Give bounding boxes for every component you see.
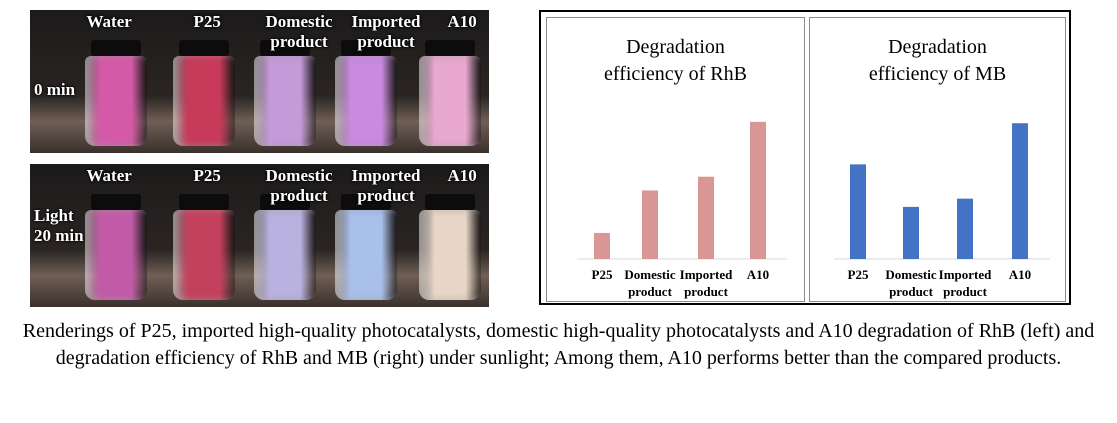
x-tick-label: Imported (680, 267, 733, 282)
x-tick-label: product (628, 284, 672, 299)
vial (85, 210, 147, 300)
bar (750, 121, 766, 259)
vial-cap (425, 40, 475, 56)
vial (254, 56, 316, 146)
vial-label: A10 (447, 12, 477, 31)
x-tick-label: Domestic (624, 267, 675, 282)
time-label: 0 min (34, 80, 76, 99)
figure-caption: Renderings of P25, imported high-quality… (22, 320, 1095, 369)
bar (850, 164, 866, 259)
x-tick-label: product (889, 284, 933, 299)
vial (85, 56, 147, 146)
vial-cap (91, 194, 141, 210)
x-tick-label: Imported (939, 267, 992, 282)
vial (173, 210, 235, 300)
vial-cap (425, 194, 475, 210)
time-label: Light 20 min (34, 206, 84, 245)
chart-title-rhb: Degradation efficiency of RhB (604, 36, 747, 85)
vial-label: Imported product (351, 12, 421, 51)
vial-label: Water (86, 166, 132, 185)
vial-label: A10 (447, 166, 477, 185)
x-tick-label: product (684, 284, 728, 299)
bar-chart-rhb: P25 Domestic product Imported product A10 (577, 121, 787, 299)
vial (173, 56, 235, 146)
x-tick-label: A10 (747, 267, 769, 282)
vial-cap (179, 194, 229, 210)
vial (335, 56, 397, 146)
x-tick-label: Domestic (885, 267, 936, 282)
chart-panel-mb: Degradation efficiency of MB P25 Domestic… (809, 17, 1066, 302)
vial-cap (91, 40, 141, 56)
x-tick-label: A10 (1009, 267, 1031, 282)
vial-cap (260, 194, 310, 210)
chart-panel-rhb: Degradation efficiency of RhB P25 Domesti… (546, 17, 805, 302)
vial-label: Domestic product (265, 166, 333, 205)
vial-label: P25 (193, 12, 221, 31)
chart-title-mb: Degradation efficiency of MB (868, 36, 1007, 85)
x-tick-label: P25 (592, 267, 613, 282)
x-tick-label: P25 (848, 267, 869, 282)
bar (1012, 123, 1028, 259)
photo-light-20-min: Water P25 Domestic product Imported product… (30, 164, 489, 307)
vial (254, 210, 316, 300)
vial-label: Imported product (351, 166, 421, 205)
vial (419, 56, 481, 146)
vial-cap (179, 40, 229, 56)
vial-cap (260, 40, 310, 56)
vial-label: Water (86, 12, 132, 31)
vial (335, 210, 397, 300)
bar (903, 206, 919, 259)
vial-cap (341, 40, 391, 56)
vial-cap (341, 194, 391, 210)
vial-label: Domestic product (265, 12, 333, 51)
chart-frame: Degradation efficiency of RhB P25 Domesti… (539, 10, 1071, 305)
vial-label: P25 (193, 166, 221, 185)
bar (594, 232, 610, 259)
bar (642, 190, 658, 259)
bar (698, 176, 714, 259)
photo-0-min: Water P25 Domestic product Imported product… (30, 10, 489, 153)
bar (957, 198, 973, 259)
x-tick-label: product (943, 284, 987, 299)
vial (419, 210, 481, 300)
bar-chart-mb: P25 Domestic product Imported product A10 (834, 123, 1050, 299)
